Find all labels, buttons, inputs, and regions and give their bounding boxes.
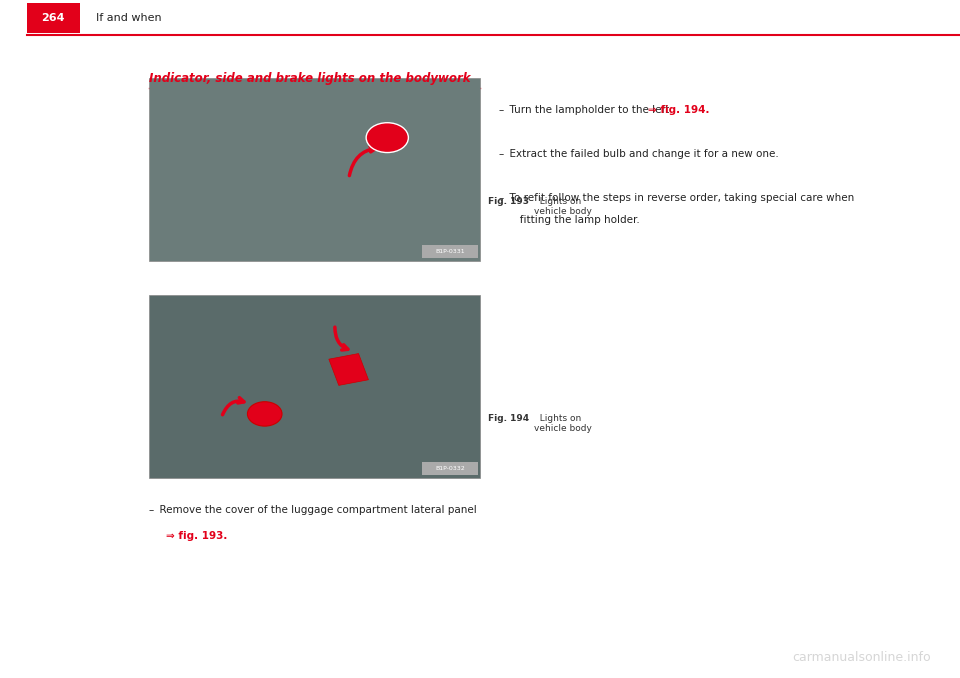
Text: Indicator, side and brake lights on the bodywork: Indicator, side and brake lights on the …	[149, 72, 470, 85]
Text: Lights on
vehicle body: Lights on vehicle body	[534, 414, 591, 433]
Bar	[422, 462, 478, 475]
Text: If and when: If and when	[96, 13, 161, 22]
Text: – Turn the lampholder to the left: – Turn the lampholder to the left	[499, 105, 673, 115]
Text: B1P-0332: B1P-0332	[436, 466, 465, 471]
Bar	[329, 353, 369, 385]
Text: fitting the lamp holder.: fitting the lamp holder.	[499, 215, 640, 225]
Circle shape	[366, 123, 408, 153]
Bar	[422, 245, 478, 258]
Text: Fig. 194: Fig. 194	[488, 414, 529, 423]
Text: Lights on
vehicle body: Lights on vehicle body	[534, 197, 591, 216]
Text: – Remove the cover of the luggage compartment lateral panel: – Remove the cover of the luggage compar…	[149, 505, 476, 515]
Text: B1P-0331: B1P-0331	[436, 249, 465, 254]
Bar	[149, 78, 480, 261]
Bar	[0, 0, 960, 35]
Text: carmanualsonline.info: carmanualsonline.info	[793, 652, 931, 664]
Circle shape	[248, 401, 282, 426]
Text: – Extract the failed bulb and change it for a new one.: – Extract the failed bulb and change it …	[499, 149, 779, 159]
Text: ⇒ fig. 194.: ⇒ fig. 194.	[648, 105, 709, 115]
Text: ⇒ fig. 193.: ⇒ fig. 193.	[166, 531, 228, 541]
Text: Fig. 193: Fig. 193	[488, 197, 529, 206]
Bar	[149, 295, 480, 478]
Bar	[27, 3, 80, 33]
Text: – To refit follow the steps in reverse order, taking special care when: – To refit follow the steps in reverse o…	[499, 193, 854, 203]
Text: 264: 264	[41, 13, 65, 22]
